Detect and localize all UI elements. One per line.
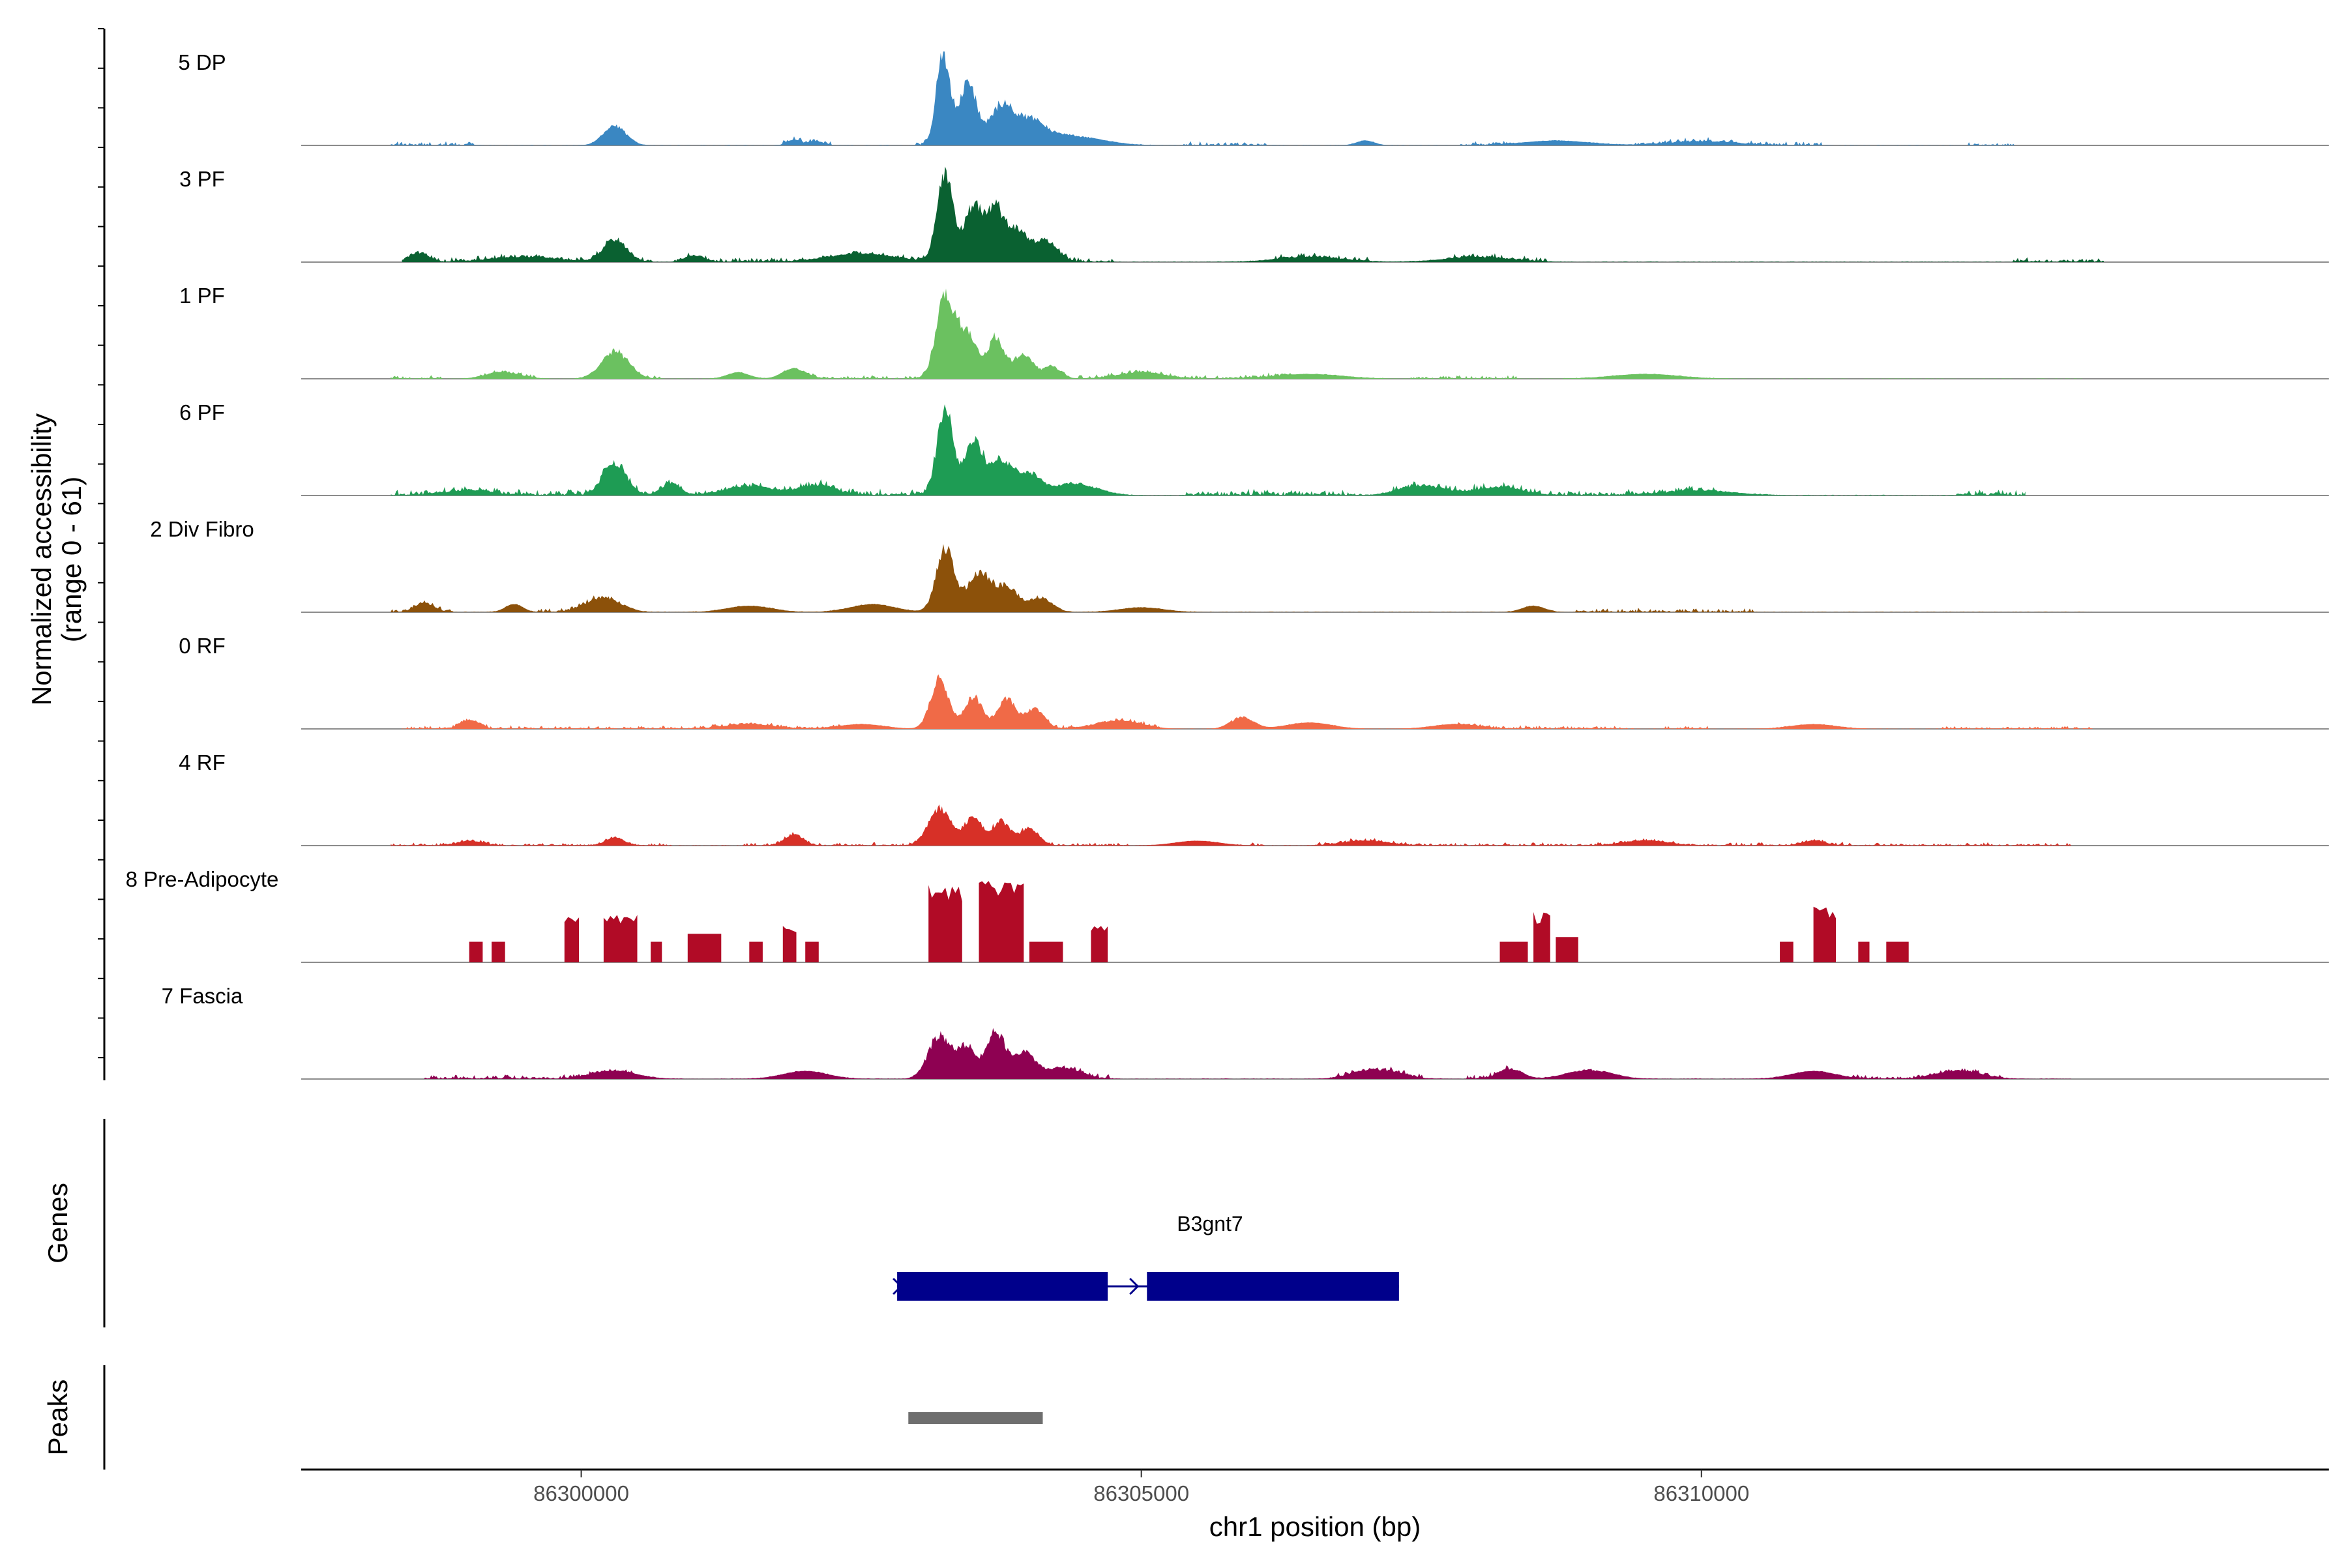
track-3-pf: 3 PF <box>179 166 2329 263</box>
track-0-rf: 0 RF <box>179 634 2329 730</box>
track-signal-1-pf <box>391 288 2082 379</box>
peak-region-bar <box>908 1412 1043 1424</box>
track-8-pre-adipocyte: 8 Pre-Adipocyte <box>126 867 2329 963</box>
track-label: 5 DP <box>178 50 226 74</box>
track-4-rf: 4 RF <box>179 750 2329 846</box>
track-label: 0 RF <box>179 634 226 658</box>
x-tick-label: 86310000 <box>1653 1481 1749 1505</box>
track-label: 3 PF <box>179 167 225 191</box>
gene-exon <box>897 1272 1108 1301</box>
y-axis-title-line2: (range 0 - 61) <box>56 477 87 642</box>
track-signal-4-rf <box>391 804 2071 846</box>
track-7-fascia: 7 Fascia <box>162 984 2329 1080</box>
track-signal-7-fascia <box>424 1028 2071 1079</box>
track-signal-8-pre-adipocyte <box>469 881 1909 962</box>
y-axis-title-line1: Normalized accessibility <box>26 413 57 705</box>
strand-arrow <box>893 1277 903 1295</box>
x-tick-label: 86300000 <box>533 1481 629 1505</box>
peak-regions <box>908 1412 1043 1424</box>
coverage-y-ticks <box>98 28 104 1059</box>
genes-panel-label: Genes <box>42 1183 73 1264</box>
track-1-pf: 1 PF <box>179 284 2329 379</box>
x-tick-label: 86305000 <box>1093 1481 1189 1505</box>
track-signal-3-pf <box>402 166 2104 262</box>
track-label: 2 Div Fibro <box>150 517 254 541</box>
track-label: 4 RF <box>179 750 226 775</box>
gene-exon <box>1147 1272 1399 1301</box>
strand-arrow <box>1129 1277 1140 1295</box>
track-signal-5-dp <box>391 51 2015 146</box>
track-signal-2-div-fibro <box>391 544 2093 612</box>
peaks-panel-label: Peaks <box>42 1380 73 1456</box>
gene-b3gnt7: B3gnt7 <box>893 1212 1399 1301</box>
x-axis-title: chr1 position (bp) <box>1209 1511 1421 1542</box>
x-axis-ticks: 86300000 86305000 86310000 <box>533 1470 1749 1505</box>
track-5-dp: 5 DP <box>178 50 2329 146</box>
track-signal-0-rf <box>402 674 2093 729</box>
track-signal-6-pf <box>391 404 2026 496</box>
track-6-pf: 6 PF <box>179 400 2329 496</box>
gene-name-label: B3gnt7 <box>1177 1212 1243 1235</box>
track-label: 1 PF <box>179 284 225 308</box>
track-2-div-fibro: 2 Div Fibro <box>150 517 2329 613</box>
track-label: 6 PF <box>179 400 225 424</box>
coverage-tracks: 5 DP 3 PF 1 PF 6 PF 2 Div Fibro 0 RF 4 RF 8 Pre… <box>126 50 2329 1080</box>
track-label: 8 Pre-Adipocyte <box>126 867 279 891</box>
track-label: 7 Fascia <box>162 984 243 1008</box>
